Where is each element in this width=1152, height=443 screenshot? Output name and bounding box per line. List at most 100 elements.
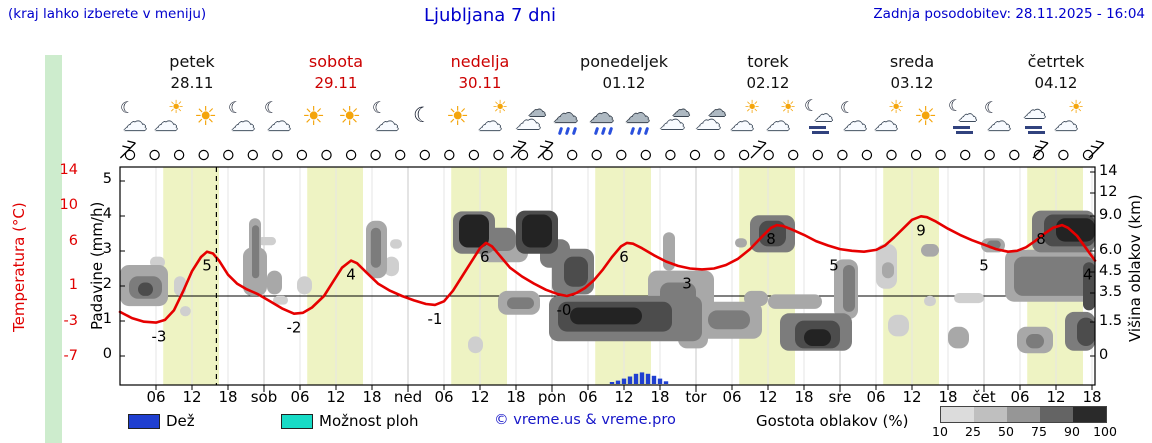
rain-cloud-icon: ☁ (621, 96, 657, 140)
x-tick-label: 12 (1046, 388, 1065, 406)
day-header-torek: torek 02.12 (703, 52, 833, 92)
sun-glyph: ☀ (1068, 97, 1085, 118)
day-date: 30.11 (458, 74, 502, 92)
last-update-text: Zadnja posodobitev: 28.11.2025 - 16:04 (873, 6, 1145, 22)
cloud-glyph: ☁ (1054, 108, 1078, 136)
cloud-glyph: ☁ (154, 108, 178, 136)
x-day-label: sob (251, 388, 278, 406)
temp-label-6: 6 (480, 248, 490, 266)
day-name: torek (747, 52, 789, 71)
day-header-nedelja: nedelja 30.11 (415, 52, 545, 92)
raindrop-glyph (629, 126, 636, 136)
plot-border (119, 166, 1096, 386)
fog-line-glyph (1028, 131, 1045, 134)
day-header-petek: petek 28.11 (127, 52, 257, 92)
cloud-glyph: ☁ (375, 108, 399, 136)
moon-glyph: ☾ (264, 98, 279, 117)
x-tick-label: 12 (470, 388, 489, 406)
cloud-density-legend-label: Gostota oblakov (%) (756, 412, 909, 430)
axis-tick-marks (120, 171, 1095, 392)
wind-barb-icon (119, 140, 136, 159)
precip-tick-3: 3 (102, 241, 112, 257)
x-tick-label: 12 (182, 388, 201, 406)
temp-label-8: 8 (766, 230, 776, 248)
precip-tick-2: 2 (102, 276, 112, 292)
rain-legend-swatch (128, 414, 160, 429)
moon-glyph: ☾ (372, 98, 387, 117)
precip-tick-4: 4 (102, 206, 112, 222)
density-scale-tick-50: 50 (998, 424, 1014, 439)
day-name: petek (169, 52, 215, 71)
density-scale-tick-100: 100 (1093, 424, 1117, 439)
x-day-label: pon (538, 388, 566, 406)
day-name: nedelja (450, 52, 510, 71)
moon-glyph: ☾ (228, 98, 243, 117)
day-date: 28.11 (170, 74, 214, 92)
day-header-sobota: sobota 29.11 (271, 52, 401, 92)
cloud-glyph: ☁ (267, 108, 291, 136)
fog-line-glyph (953, 126, 970, 129)
temp-tick--3: -3 (63, 312, 78, 329)
x-tick-label: 12 (902, 388, 921, 406)
fog-line-glyph (809, 126, 826, 129)
cloud-height-tick-9.0: 9.0 (1099, 207, 1123, 223)
temp-label-9: 9 (916, 221, 926, 239)
left-green-strip (45, 55, 62, 443)
raindrop-glyph (564, 126, 571, 136)
rain-legend-label: Dež (166, 412, 195, 430)
sun-glyph: ☀ (302, 102, 326, 132)
temp-label-5: 5 (202, 257, 212, 275)
sun-glyph: ☀ (168, 97, 185, 118)
precip-tick-0: 0 (102, 346, 112, 362)
day-date: 02.12 (746, 74, 790, 92)
raindrop-glyph (636, 126, 643, 136)
copyright-link[interactable]: © vreme.us & vreme.pro (494, 412, 676, 428)
sun-icon: ☀ (333, 96, 369, 140)
sun-glyph: ☀ (780, 97, 797, 118)
temp-label-8: 8 (1036, 230, 1046, 248)
cloud-height-tick-6.0: 6.0 (1099, 242, 1123, 258)
x-tick-label: 12 (326, 388, 345, 406)
temperature-curve (118, 215, 1097, 324)
moon-cloud-icon: ☾ ☁ (225, 96, 261, 140)
sun-cloud-icon: ☀ ☁ (765, 96, 801, 140)
sun-glyph: ☀ (446, 102, 470, 132)
sun-cloud-icon: ☀ ☁ (729, 96, 765, 140)
day-header-sreda: sreda 03.12 (847, 52, 977, 92)
cloud-density-gradient-bar (940, 406, 1107, 423)
x-tick-label: 18 (1082, 388, 1101, 406)
sun-glyph: ☀ (914, 102, 938, 132)
showers-legend-label: Možnost ploh (319, 412, 419, 430)
sun-cloud-icon: ☀ ☁ (1053, 96, 1089, 140)
gcloud-glyph: ☁ (708, 100, 726, 121)
raindrop-glyph (557, 126, 564, 136)
density-scale-tick-25: 25 (965, 424, 981, 439)
moon-glyph: ☾ (840, 98, 855, 117)
wind-barb-icon (510, 140, 527, 159)
moon-cloud-icon: ☾ ☁ (837, 96, 873, 140)
sun-icon: ☀ (297, 96, 333, 140)
cloud-glyph: ☁ (695, 106, 721, 136)
x-tick-label: 18 (650, 388, 669, 406)
cloud-glyph: ☁ (515, 106, 541, 136)
rain-cloud-icon: ☁ (585, 96, 621, 140)
gcloud-glyph: ☁ (625, 99, 650, 128)
density-scale-tick-10: 10 (932, 424, 948, 439)
moon-glyph: ☾ (120, 98, 135, 117)
temp-label-3: 3 (682, 274, 692, 292)
day-date: 29.11 (314, 74, 358, 92)
x-day-label: čet (972, 388, 995, 406)
wind-barb-icon (1088, 140, 1105, 159)
temp-label--3: -3 (152, 328, 167, 346)
sun-glyph: ☀ (744, 97, 761, 118)
day-name: ponedeljek (580, 52, 668, 71)
x-day-label: tor (685, 388, 707, 406)
cloud-height-tick-1.5: 1.5 (1099, 313, 1123, 329)
x-tick-label: 12 (758, 388, 777, 406)
x-tick-label: 06 (146, 388, 165, 406)
day-name: sobota (308, 52, 364, 71)
raindrop-glyph (607, 126, 614, 136)
x-tick-label: 18 (794, 388, 813, 406)
moon-glyph: ☾ (804, 96, 819, 115)
